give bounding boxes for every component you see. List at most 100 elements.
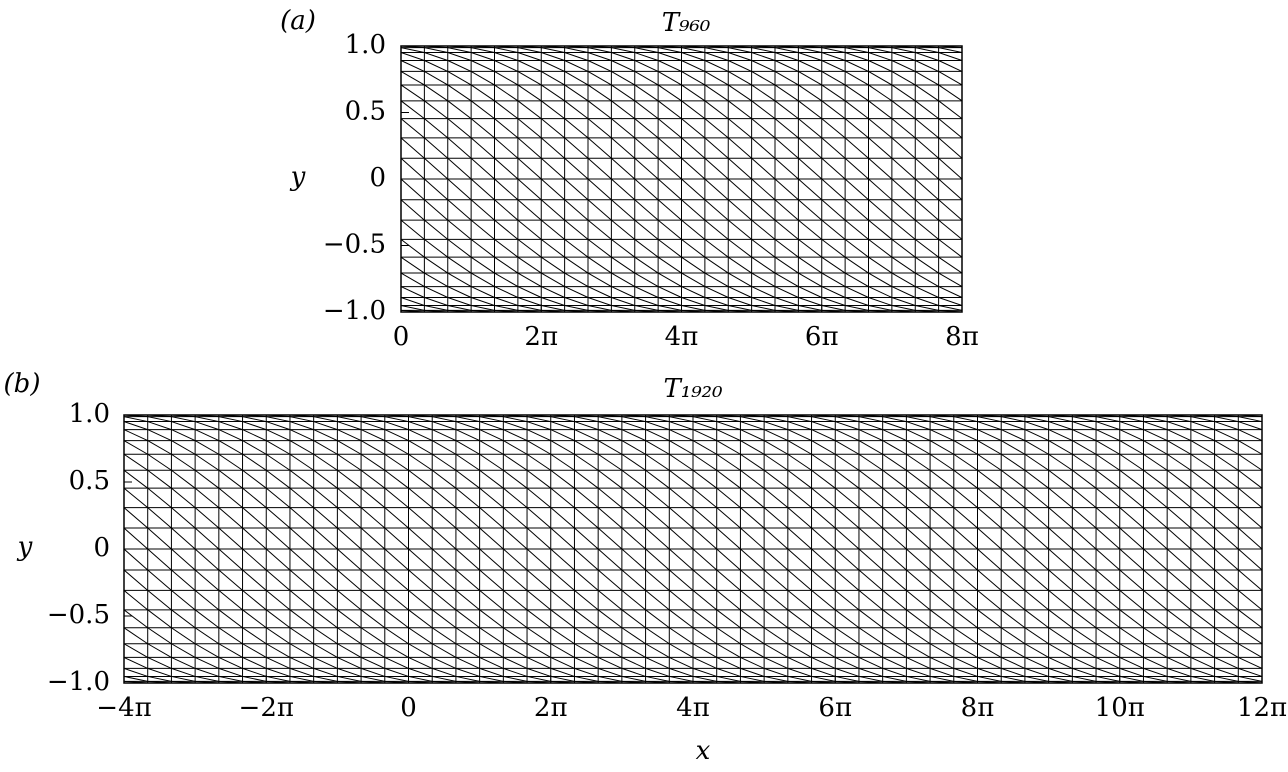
mesh-diagonal (868, 70, 893, 86)
mesh-diagonal (171, 569, 196, 591)
mesh-diagonal (540, 100, 565, 120)
mesh-diagonal (479, 429, 504, 442)
mesh-diagonal (597, 590, 623, 611)
mesh-diagonal (517, 238, 542, 258)
mesh-diagonal (400, 52, 425, 61)
mesh-diagonal (798, 305, 822, 311)
mesh-diagonal (360, 469, 386, 489)
mesh-diagonal (740, 453, 765, 471)
mesh-diagonal (774, 70, 799, 86)
mesh-diagonal (844, 219, 869, 240)
mesh-diagonal (621, 548, 646, 571)
mesh-diagonal (645, 469, 670, 489)
mesh-diagonal (1119, 453, 1144, 471)
mesh-diagonal (384, 548, 409, 571)
mesh-diagonal (669, 453, 694, 471)
mesh-diagonal (540, 137, 565, 159)
mesh-diagonal (798, 100, 823, 120)
mesh-diagonal (929, 429, 955, 442)
mesh-diagonal (289, 643, 314, 658)
mesh-diagonal (634, 70, 659, 86)
mesh-diagonal (431, 469, 457, 489)
mesh-diagonal (1072, 569, 1097, 591)
mesh-diagonal (977, 469, 1002, 489)
mesh-diagonal (929, 416, 954, 423)
mesh-diagonal (692, 527, 718, 550)
mesh-diagonal (431, 487, 457, 508)
mesh-diagonal (494, 100, 519, 120)
mesh-diagonal (1190, 643, 1215, 658)
mesh-diagonal (763, 609, 789, 629)
mesh-diagonal (447, 60, 472, 72)
mesh-diagonal (360, 421, 385, 431)
mesh-diagonal (597, 453, 623, 471)
mesh-diagonal (384, 507, 409, 529)
mesh-diagonal (424, 199, 449, 221)
mesh-diagonal (821, 305, 846, 311)
mesh-diagonal (1024, 667, 1049, 677)
mesh-diagonal (1119, 609, 1144, 629)
mesh-diagonal (953, 487, 978, 508)
mesh-diagonal (479, 527, 504, 550)
mesh-diagonal (821, 219, 846, 240)
mesh-diagonal (669, 421, 694, 431)
mesh-diagonal (147, 487, 172, 508)
mesh-diagonal (716, 656, 741, 669)
mesh-diagonal (194, 487, 220, 508)
mesh-diagonal (891, 47, 916, 53)
mesh-diagonal (727, 199, 752, 221)
mesh-diagonal (147, 609, 172, 629)
mesh-diagonal (704, 118, 729, 139)
mesh-diagonal (494, 256, 519, 274)
mesh-diagonal (447, 47, 472, 53)
mesh-diagonal (1166, 527, 1192, 550)
mesh-diagonal (1190, 507, 1215, 529)
mesh-diagonal (1214, 429, 1239, 442)
mesh-diagonal (728, 297, 752, 306)
mesh-diagonal (313, 590, 338, 611)
mesh-diagonal (147, 507, 172, 529)
mesh-diagonal (1000, 548, 1026, 571)
mesh-diagonal (517, 305, 542, 311)
mesh-diagonal (844, 272, 869, 288)
mesh-diagonal (597, 656, 623, 669)
y-tick-label: 0 (93, 533, 110, 563)
mesh-diagonal (811, 429, 836, 442)
mesh-diagonal (479, 421, 504, 431)
mesh-diagonal (289, 656, 314, 669)
mesh-diagonal (835, 440, 860, 455)
mesh-diagonal (564, 47, 589, 53)
mesh-diagonal (763, 527, 789, 550)
mesh-diagonal (621, 453, 646, 471)
mesh-diagonal (621, 440, 646, 455)
mesh-diagonal (727, 157, 752, 180)
mesh-diagonal (1095, 569, 1121, 591)
mesh-diagonal (621, 609, 646, 629)
mesh-diagonal (360, 487, 386, 508)
mesh-diagonal (242, 487, 267, 508)
mesh-diagonal (550, 667, 575, 677)
mesh-diagonal (891, 118, 916, 139)
mesh-diagonal (704, 305, 729, 311)
mesh-diagonal (517, 100, 542, 120)
mesh-diagonal (470, 157, 495, 180)
mesh-diagonal (1072, 548, 1097, 571)
mesh-diagonal (1190, 429, 1215, 442)
mesh-diagonal (906, 487, 931, 508)
mesh-diagonal (821, 256, 846, 274)
mesh-diagonal (564, 219, 589, 240)
mesh-diagonal (953, 609, 978, 629)
mesh-diagonal (337, 656, 362, 669)
mesh-diagonal (763, 627, 789, 645)
mesh-diagonal (977, 609, 1002, 629)
mesh-diagonal (938, 47, 963, 53)
mesh-diagonal (882, 627, 907, 645)
mesh-diagonal (384, 643, 409, 658)
mesh-diagonal (774, 272, 799, 288)
mesh-diagonal (266, 429, 291, 442)
mesh-diagonal (844, 199, 869, 221)
mesh-diagonal (503, 643, 528, 658)
mesh-diagonal (1024, 590, 1049, 611)
mesh-diagonal (194, 590, 220, 611)
mesh-diagonal (764, 675, 788, 682)
